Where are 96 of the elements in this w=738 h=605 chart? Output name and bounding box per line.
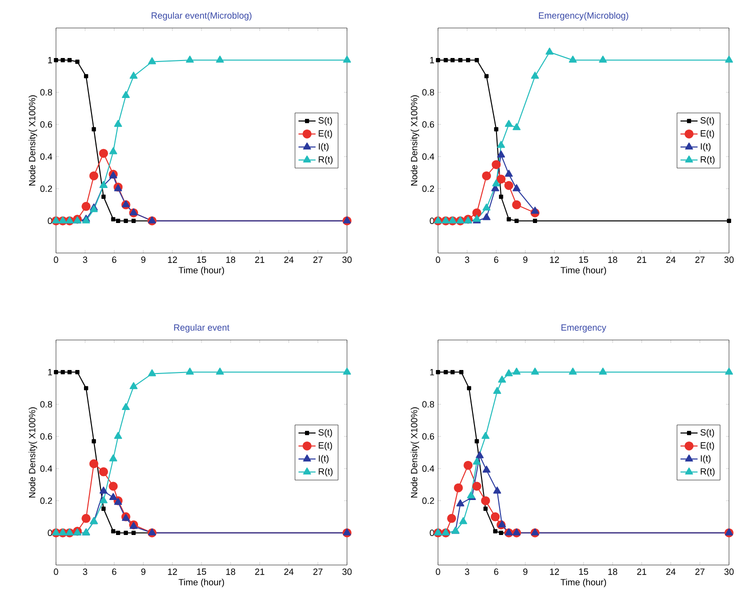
y-tick-label: 0.8 [422, 401, 434, 408]
legend-label: E(t) [318, 442, 332, 450]
x-tick-label: 27 [313, 256, 322, 263]
x-tick-label: 18 [226, 256, 236, 263]
x-tick-label: 21 [255, 256, 264, 263]
x-tick-label: 0 [436, 568, 440, 575]
x-tick-label: 3 [464, 256, 470, 263]
x-tick-label: 30 [724, 256, 734, 263]
legend-label: I(t) [318, 454, 329, 464]
x-tick-label: 3 [464, 568, 470, 575]
legend-label: S(t) [318, 116, 332, 126]
x-tick-label: 15 [197, 256, 206, 263]
y-tick-label: 0.6 [422, 433, 434, 440]
legend-label: I(t) [700, 454, 711, 464]
y-tick-label: 0.8 [422, 89, 434, 96]
chart-title: Emergency(Microblog) [538, 12, 628, 20]
x-tick-label: 15 [579, 568, 588, 575]
x-tick-label: 6 [494, 568, 498, 575]
y-tick-label: 0.8 [40, 401, 52, 408]
x-tick-label: 30 [724, 568, 734, 575]
x-tick-label: 24 [284, 256, 294, 263]
y-axis-title: Node Density( X100%) [28, 95, 38, 186]
x-tick-label: 27 [313, 568, 322, 575]
x-tick-label: 0 [54, 568, 58, 575]
y-tick-label: 0 [48, 218, 52, 224]
x-tick-label: 6 [112, 568, 116, 575]
y-axis-title: Node Density( X100%) [410, 407, 420, 498]
chart-title: Emergency [561, 324, 606, 332]
y-tick-label: 0.6 [422, 121, 434, 128]
y-tick-label: 0.2 [40, 186, 52, 192]
x-tick-label: 21 [255, 568, 264, 575]
x-tick-label: 18 [608, 568, 618, 575]
x-tick-label: 15 [197, 568, 206, 575]
x-axis-title: Time (hour) [178, 578, 224, 588]
x-tick-label: 6 [112, 256, 116, 263]
x-tick-label: 0 [54, 256, 58, 263]
x-tick-label: 0 [436, 256, 440, 263]
x-tick-label: 15 [579, 256, 588, 263]
y-tick-label: 0.6 [40, 433, 52, 440]
x-tick-label: 9 [523, 256, 528, 263]
x-tick-label: 21 [637, 256, 646, 263]
x-tick-label: 18 [608, 256, 618, 263]
y-tick-label: 0.2 [422, 498, 434, 504]
x-tick-label: 12 [168, 256, 177, 263]
legend-label: I(t) [700, 142, 711, 152]
legend-label: R(t) [700, 156, 715, 164]
x-tick-label: 24 [666, 568, 676, 575]
y-tick-label: 0.6 [40, 121, 52, 128]
y-axis-title: Node Density( X100%) [410, 95, 420, 186]
y-tick-label: 0 [430, 218, 434, 224]
y-tick-label: 0.4 [422, 153, 434, 160]
legend-label: E(t) [700, 130, 714, 138]
y-tick-label: 1 [430, 57, 434, 64]
chart-title: Regular event [174, 324, 230, 332]
x-axis-title: Time (hour) [178, 266, 224, 276]
x-tick-label: 3 [82, 568, 88, 575]
legend-label: E(t) [700, 442, 714, 450]
y-tick-label: 1 [48, 57, 52, 64]
x-tick-label: 21 [637, 568, 646, 575]
x-tick-label: 12 [550, 568, 559, 575]
x-tick-label: 6 [494, 256, 498, 263]
y-tick-label: 0.2 [40, 498, 52, 504]
legend-label: R(t) [318, 156, 333, 164]
x-tick-label: 30 [342, 568, 352, 575]
x-tick-label: 3 [82, 256, 88, 263]
legend-label: S(t) [318, 428, 332, 438]
legend-label: I(t) [318, 142, 329, 152]
y-tick-label: 0.4 [40, 153, 52, 160]
x-tick-label: 12 [550, 256, 559, 263]
legend-label: R(t) [700, 468, 715, 476]
y-tick-label: 1 [48, 369, 52, 376]
y-tick-label: 0 [430, 530, 434, 536]
y-tick-label: 0.8 [40, 89, 52, 96]
x-axis-title: Time (hour) [560, 266, 606, 276]
x-tick-label: 18 [226, 568, 236, 575]
legend-label: E(t) [318, 130, 332, 138]
y-tick-label: 0.4 [40, 465, 52, 472]
x-axis-title: Time (hour) [560, 578, 606, 588]
y-tick-label: 1 [430, 369, 434, 376]
x-tick-label: 27 [695, 568, 704, 575]
x-tick-label: 9 [523, 568, 528, 575]
legend-label: S(t) [700, 428, 714, 438]
y-tick-label: 0.2 [422, 186, 434, 192]
x-tick-label: 9 [141, 568, 146, 575]
x-tick-label: 9 [141, 256, 146, 263]
x-tick-label: 30 [342, 256, 352, 263]
y-axis-title: Node Density( X100%) [28, 407, 38, 498]
y-tick-label: 0.4 [422, 465, 434, 472]
legend-label: R(t) [318, 468, 333, 476]
x-tick-label: 24 [666, 256, 676, 263]
x-tick-label: 12 [168, 568, 177, 575]
x-tick-label: 24 [284, 568, 294, 575]
x-tick-label: 27 [695, 256, 704, 263]
legend-label: S(t) [700, 116, 714, 126]
chart-title: Regular event(Microblog) [152, 12, 252, 20]
y-tick-label: 0 [48, 530, 52, 536]
